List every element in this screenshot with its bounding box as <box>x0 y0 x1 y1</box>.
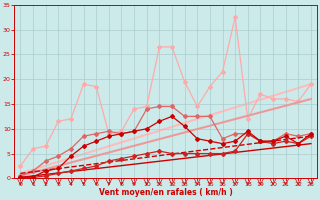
X-axis label: Vent moyen/en rafales ( km/h ): Vent moyen/en rafales ( km/h ) <box>99 188 233 197</box>
